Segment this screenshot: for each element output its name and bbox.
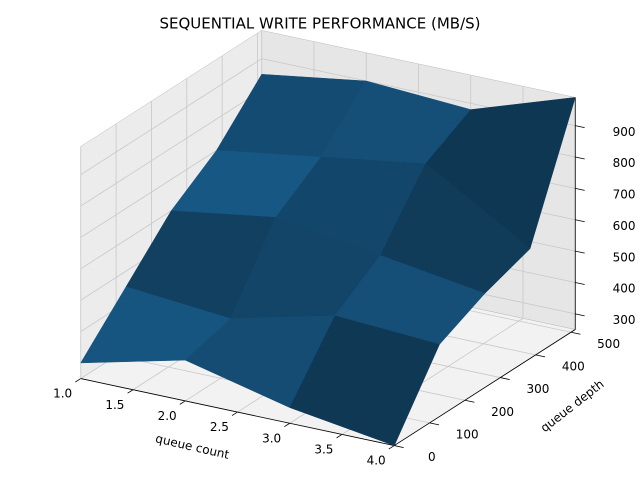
grid-line xyxy=(80,89,262,207)
z-tick-label: 400 xyxy=(613,282,636,296)
tick-mark xyxy=(429,422,440,426)
x-tick-label: 2.0 xyxy=(158,409,177,423)
tick-mark xyxy=(394,445,404,448)
tick-mark xyxy=(464,399,475,403)
x-tick-label: 3.5 xyxy=(314,443,333,457)
tick-mark xyxy=(575,125,585,129)
y-tick-label: 500 xyxy=(597,337,620,351)
z-tick-label: 800 xyxy=(613,156,636,170)
z-tick-label: 900 xyxy=(613,125,636,139)
tick-mark xyxy=(75,378,81,383)
tick-mark xyxy=(575,156,585,160)
tick-mark xyxy=(336,434,343,439)
tick-mark xyxy=(388,445,395,450)
tick-mark xyxy=(231,411,238,416)
tick-mark xyxy=(575,219,585,223)
x-tick-label: 1.0 xyxy=(53,387,72,401)
y-tick-label: 300 xyxy=(526,382,549,396)
y-tick-label: 400 xyxy=(562,359,585,373)
y-tick-label: 0 xyxy=(428,450,436,464)
z-tick-label: 700 xyxy=(613,188,636,202)
tick-mark xyxy=(500,377,510,380)
x-tick-label: 1.5 xyxy=(105,398,124,412)
grid-line xyxy=(80,58,262,176)
tick-mark xyxy=(575,250,585,254)
tick-mark xyxy=(179,400,186,405)
x-tick-label: 4.0 xyxy=(367,454,386,468)
axis-line xyxy=(80,378,395,446)
tick-mark xyxy=(575,282,585,285)
axis-line xyxy=(394,329,576,446)
z-tick-label: 500 xyxy=(613,250,636,264)
chart-title: SEQUENTIAL WRITE PERFORMANCE (MB/S) xyxy=(160,15,481,33)
tick-mark xyxy=(284,422,290,428)
x-tick-label: 2.5 xyxy=(210,420,229,434)
tick-mark xyxy=(127,389,134,394)
y-tick-label: 100 xyxy=(456,427,479,441)
tick-mark xyxy=(535,354,546,358)
surface-patch xyxy=(289,315,440,446)
x-tick-label: 3.0 xyxy=(262,431,281,445)
tick-mark xyxy=(575,187,585,191)
z-tick-label: 300 xyxy=(613,313,636,327)
x-axis-label: queue count xyxy=(154,431,231,462)
tick-mark xyxy=(575,313,585,317)
y-tick-label: 200 xyxy=(491,405,514,419)
z-tick-label: 600 xyxy=(613,219,636,233)
tick-mark xyxy=(570,331,581,335)
